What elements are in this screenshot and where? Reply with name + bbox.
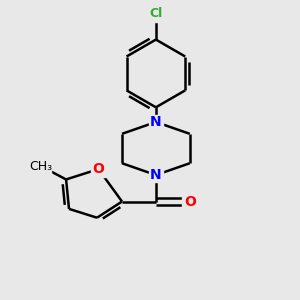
Bar [91, 162, 106, 176]
Text: N: N [150, 168, 162, 182]
Bar [182, 194, 197, 209]
Bar [148, 115, 163, 129]
Text: Cl: Cl [149, 7, 163, 20]
Text: N: N [150, 115, 162, 129]
Text: CH₃: CH₃ [29, 160, 52, 173]
Text: O: O [184, 194, 196, 208]
Text: O: O [92, 162, 104, 176]
Bar [147, 4, 165, 22]
Bar [148, 168, 163, 182]
Bar [31, 156, 51, 176]
